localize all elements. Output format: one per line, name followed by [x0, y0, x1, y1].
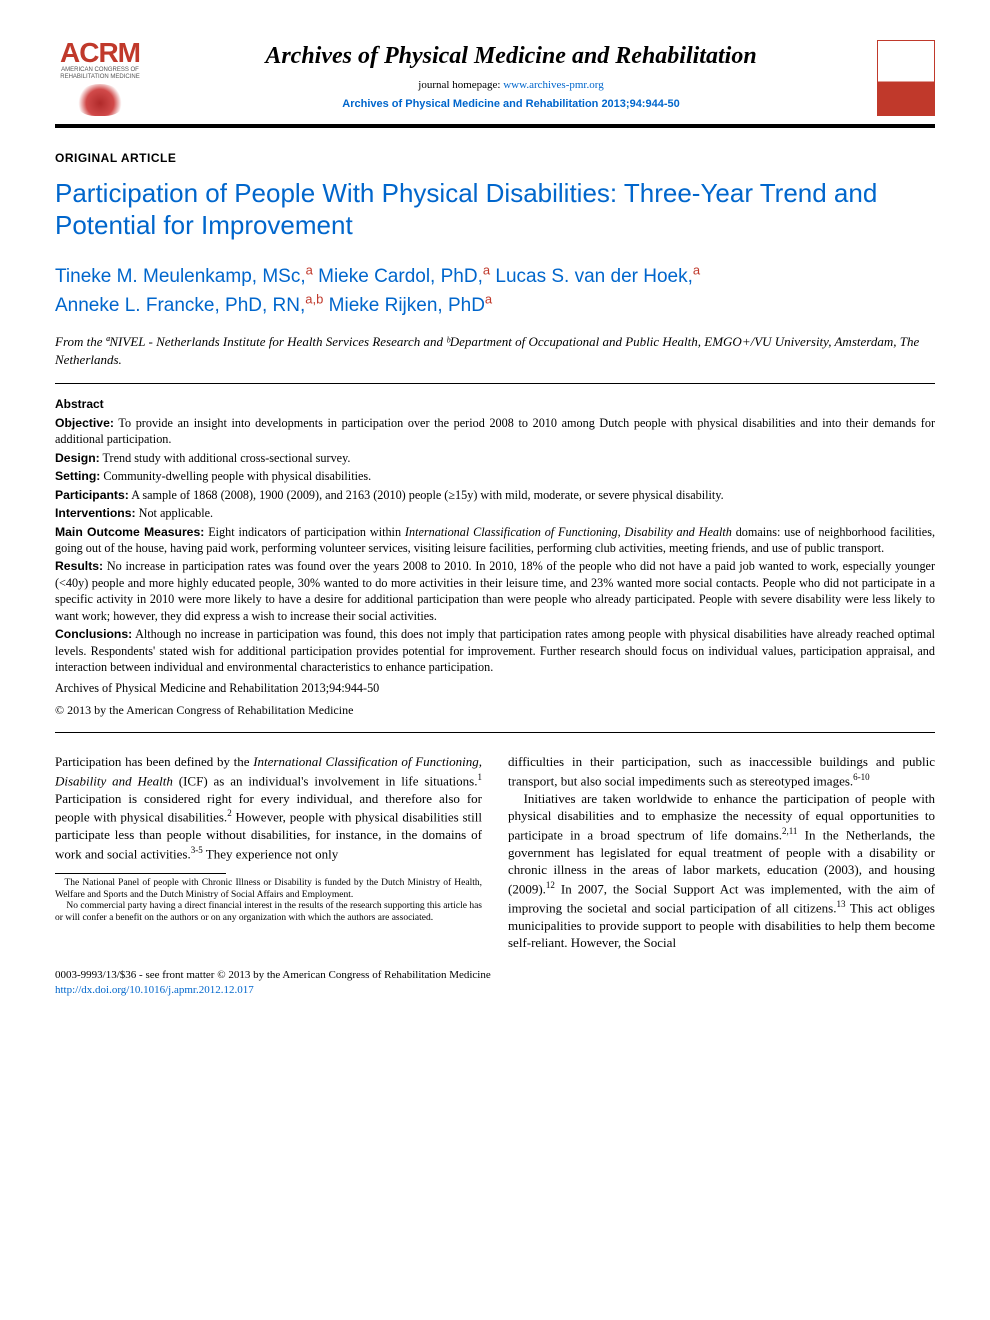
footnote-divider [55, 873, 226, 874]
abstract-citation: Archives of Physical Medicine and Rehabi… [55, 680, 935, 696]
front-matter-footer: 0003-9993/13/$36 - see front matter © 20… [55, 968, 935, 998]
abstract: Abstract Objective: To provide an insigh… [55, 396, 935, 719]
journal-citation: Archives of Physical Medicine and Rehabi… [159, 97, 863, 112]
abstract-heading: Abstract [55, 396, 935, 412]
lotus-icon [76, 84, 124, 116]
author: Tineke M. Meulenkamp, MSc,a [55, 266, 313, 287]
logo-text: ACRM [55, 40, 145, 65]
abstract-copyright: © 2013 by the American Congress of Rehab… [55, 702, 935, 718]
divider [55, 732, 935, 733]
journal-header: ACRM AMERICAN CONGRESS OF REHABILITATION… [55, 40, 935, 128]
affiliations: From the ªNIVEL - Netherlands Institute … [55, 333, 935, 368]
author: Mieke Cardol, PhD,a [318, 266, 490, 287]
footnotes: The National Panel of people with Chroni… [55, 878, 482, 926]
doi-link[interactable]: http://dx.doi.org/10.1016/j.apmr.2012.12… [55, 984, 254, 996]
logo-subtitle: AMERICAN CONGRESS OF REHABILITATION MEDI… [55, 67, 145, 80]
homepage-link[interactable]: www.archives-pmr.org [503, 79, 604, 91]
author: Anneke L. Francke, PhD, RN,a,b [55, 295, 323, 316]
footnote: No commercial party having a direct fina… [55, 901, 482, 925]
article-title: Participation of People With Physical Di… [55, 177, 935, 242]
homepage-label: journal homepage: [418, 79, 503, 91]
body-paragraph: Participation has been defined by the In… [55, 753, 482, 862]
header-center: Archives of Physical Medicine and Rehabi… [159, 40, 863, 112]
author: Lucas S. van der Hoek,a [495, 266, 700, 287]
footnote: The National Panel of people with Chroni… [55, 878, 482, 902]
journal-name: Archives of Physical Medicine and Rehabi… [159, 40, 863, 72]
body-paragraph: Initiatives are taken worldwide to enhan… [508, 790, 935, 952]
journal-cover-thumbnail [877, 40, 935, 116]
author: Mieke Rijken, PhDa [329, 295, 493, 316]
article-type: ORIGINAL ARTICLE [55, 150, 935, 166]
article-body: Participation has been defined by the In… [55, 753, 935, 951]
abstract-body: Objective: To provide an insight into de… [55, 415, 935, 719]
front-matter-text: 0003-9993/13/$36 - see front matter © 20… [55, 968, 935, 983]
body-paragraph: difficulties in their participation, suc… [508, 753, 935, 789]
journal-homepage: journal homepage: www.archives-pmr.org [159, 78, 863, 93]
author-list: Tineke M. Meulenkamp, MSc,a Mieke Cardol… [55, 262, 935, 320]
divider [55, 383, 935, 384]
acrm-logo: ACRM AMERICAN CONGRESS OF REHABILITATION… [55, 40, 145, 116]
